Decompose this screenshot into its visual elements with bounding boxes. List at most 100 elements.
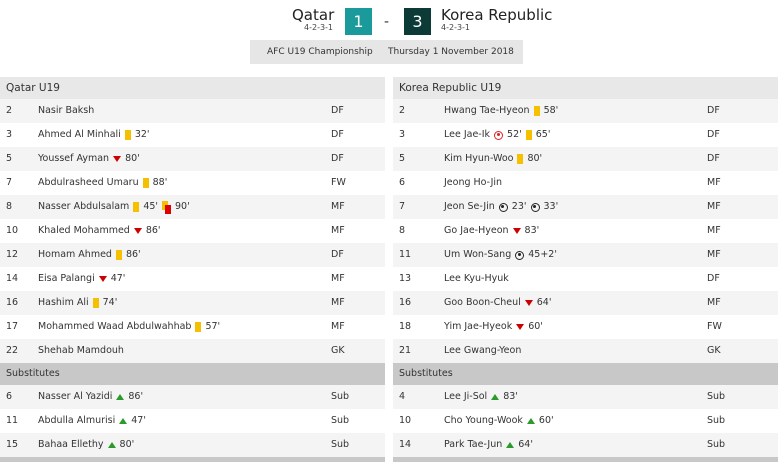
event-minute: 83': [503, 391, 518, 402]
player-position: MF: [707, 201, 721, 212]
event-minute: 86': [128, 391, 144, 402]
player-name[interactable]: Abdulla Almurisi: [38, 415, 116, 426]
goal-ball-icon: [530, 202, 540, 212]
player-number: 12: [6, 249, 19, 260]
event-minute: 45': [143, 201, 159, 212]
player-row[interactable]: 2 Nasir Baksh DF: [0, 99, 385, 123]
yellow-card-icon: [142, 178, 149, 188]
player-row[interactable]: 2 Hwang Tae-Hyeon 58' DF: [393, 99, 778, 123]
player-name[interactable]: Youssef Ayman: [38, 153, 110, 164]
player-name-cell: Khaled Mohammed 86': [38, 219, 161, 243]
player-number: 7: [399, 201, 406, 212]
away-score: 3: [404, 8, 431, 35]
player-row[interactable]: 22 Shehab Mamdouh GK: [0, 339, 385, 363]
player-position: DF: [331, 153, 344, 164]
home-team-name[interactable]: Qatar: [292, 6, 335, 24]
sub-on-arrow-icon: [107, 442, 116, 448]
player-name-cell: Lee Ji-Sol 83': [444, 385, 518, 409]
player-name[interactable]: Nasser Abdulsalam: [38, 201, 130, 212]
player-name[interactable]: Bahaa Ellethy: [38, 439, 104, 450]
player-name[interactable]: Hashim Ali: [38, 297, 89, 308]
player-name[interactable]: Lee Gwang-Yeon: [444, 345, 522, 356]
player-row[interactable]: 18 Yim Jae-Hyeok 60' FW: [393, 315, 778, 339]
home-formation: 4-2-3-1: [304, 23, 334, 32]
sub-on-arrow-icon: [116, 394, 125, 400]
player-name[interactable]: Abdulrasheed Umaru: [38, 177, 139, 188]
event-minute: 64': [518, 439, 533, 450]
player-name[interactable]: Shehab Mamdouh: [38, 345, 124, 356]
player-row[interactable]: 7 Jeon Se-Jin 23' 33' MF: [393, 195, 778, 219]
player-row[interactable]: 5 Youssef Ayman 80' DF: [0, 147, 385, 171]
away-lineup: Korea Republic U19 2 Hwang Tae-Hyeon 58' DF 3…: [393, 77, 778, 462]
own-goal-ball-icon: [494, 130, 504, 140]
player-name-cell: Jeon Se-Jin 23' 33': [444, 195, 558, 219]
panel-footer-bar: [393, 457, 778, 462]
player-row[interactable]: 12 Homam Ahmed 86' DF: [0, 243, 385, 267]
yellow-card-icon: [517, 154, 524, 164]
player-name-cell: Nasser Abdulsalam 45' 90': [38, 195, 190, 219]
event-minute: 47': [110, 273, 126, 284]
team-lineup-title: Korea Republic U19: [393, 77, 778, 99]
player-position: DF: [707, 129, 720, 140]
player-row[interactable]: 4 Lee Ji-Sol 83' Sub: [393, 385, 778, 409]
player-row[interactable]: 16 Goo Boon-Cheul 64' MF: [393, 291, 778, 315]
player-row[interactable]: 3 Lee Jae-Ik 52' 65' DF: [393, 123, 778, 147]
player-name[interactable]: Lee Kyu-Hyuk: [444, 273, 509, 284]
player-name-cell: Bahaa Ellethy 80': [38, 433, 134, 457]
player-row[interactable]: 10 Khaled Mohammed 86' MF: [0, 219, 385, 243]
player-name[interactable]: Jeong Ho-Jin: [444, 177, 503, 188]
player-name[interactable]: Um Won-Sang: [444, 249, 512, 260]
competition-name[interactable]: AFC U19 Championship: [267, 47, 373, 57]
player-number: 14: [6, 273, 19, 284]
player-name[interactable]: Nasser Al Yazidi: [38, 391, 113, 402]
player-name[interactable]: Homam Ahmed: [38, 249, 112, 260]
player-position: MF: [331, 297, 345, 308]
player-row[interactable]: 14 Eisa Palangi 47' MF: [0, 267, 385, 291]
event-minute: 57': [205, 321, 221, 332]
player-position: Sub: [707, 439, 726, 450]
player-name-cell: Homam Ahmed 86': [38, 243, 141, 267]
player-row[interactable]: 15 Bahaa Ellethy 80' Sub: [0, 433, 385, 457]
player-name[interactable]: Kim Hyun-Woo: [444, 153, 514, 164]
player-name[interactable]: Park Tae-Jun: [444, 439, 503, 450]
player-name[interactable]: Nasir Baksh: [38, 105, 95, 116]
player-name[interactable]: Eisa Palangi: [38, 273, 95, 284]
player-row[interactable]: 11 Abdulla Almurisi 47' Sub: [0, 409, 385, 433]
player-row[interactable]: 7 Abdulrasheed Umaru 88' FW: [0, 171, 385, 195]
player-row[interactable]: 5 Kim Hyun-Woo 80' DF: [393, 147, 778, 171]
player-name[interactable]: Ahmed Al Minhali: [38, 129, 121, 140]
player-row[interactable]: 3 Ahmed Al Minhali 32' DF: [0, 123, 385, 147]
player-name[interactable]: Hwang Tae-Hyeon: [444, 105, 530, 116]
player-name[interactable]: Cho Young-Wook: [444, 415, 523, 426]
sub-off-arrow-icon: [98, 276, 107, 282]
player-row[interactable]: 6 Jeong Ho-Jin MF: [393, 171, 778, 195]
player-name[interactable]: Jeon Se-Jin: [444, 201, 495, 212]
player-name[interactable]: Yim Jae-Hyeok: [444, 321, 513, 332]
player-name[interactable]: Goo Boon-Cheul: [444, 297, 521, 308]
player-number: 11: [399, 249, 412, 260]
away-team-name[interactable]: Korea Republic: [441, 6, 553, 24]
player-row[interactable]: 8 Nasser Abdulsalam 45' 90' MF: [0, 195, 385, 219]
player-row[interactable]: 13 Lee Kyu-Hyuk DF: [393, 267, 778, 291]
player-name[interactable]: Khaled Mohammed: [38, 225, 130, 236]
player-row[interactable]: 6 Nasser Al Yazidi 86' Sub: [0, 385, 385, 409]
player-row[interactable]: 8 Go Jae-Hyeon 83' MF: [393, 219, 778, 243]
player-number: 11: [6, 415, 19, 426]
player-number: 13: [399, 273, 412, 284]
player-row[interactable]: 17 Mohammed Waad Abdulwahhab 57' MF: [0, 315, 385, 339]
team-lineup-title: Qatar U19: [0, 77, 385, 99]
event-minute: 45+2': [528, 249, 557, 260]
player-name[interactable]: Lee Ji-Sol: [444, 391, 488, 402]
player-number: 6: [6, 391, 13, 402]
player-row[interactable]: 14 Park Tae-Jun 64' Sub: [393, 433, 778, 457]
player-name[interactable]: Lee Jae-Ik: [444, 129, 491, 140]
goal-ball-icon: [515, 250, 525, 260]
player-row[interactable]: 16 Hashim Ali 74' MF: [0, 291, 385, 315]
player-name[interactable]: Mohammed Waad Abdulwahhab: [38, 321, 192, 332]
player-row[interactable]: 21 Lee Gwang-Yeon GK: [393, 339, 778, 363]
player-name[interactable]: Go Jae-Hyeon: [444, 225, 509, 236]
player-number: 8: [399, 225, 406, 236]
player-name-cell: Ahmed Al Minhali 32': [38, 123, 150, 147]
player-row[interactable]: 11 Um Won-Sang 45+2' MF: [393, 243, 778, 267]
player-row[interactable]: 10 Cho Young-Wook 60' Sub: [393, 409, 778, 433]
